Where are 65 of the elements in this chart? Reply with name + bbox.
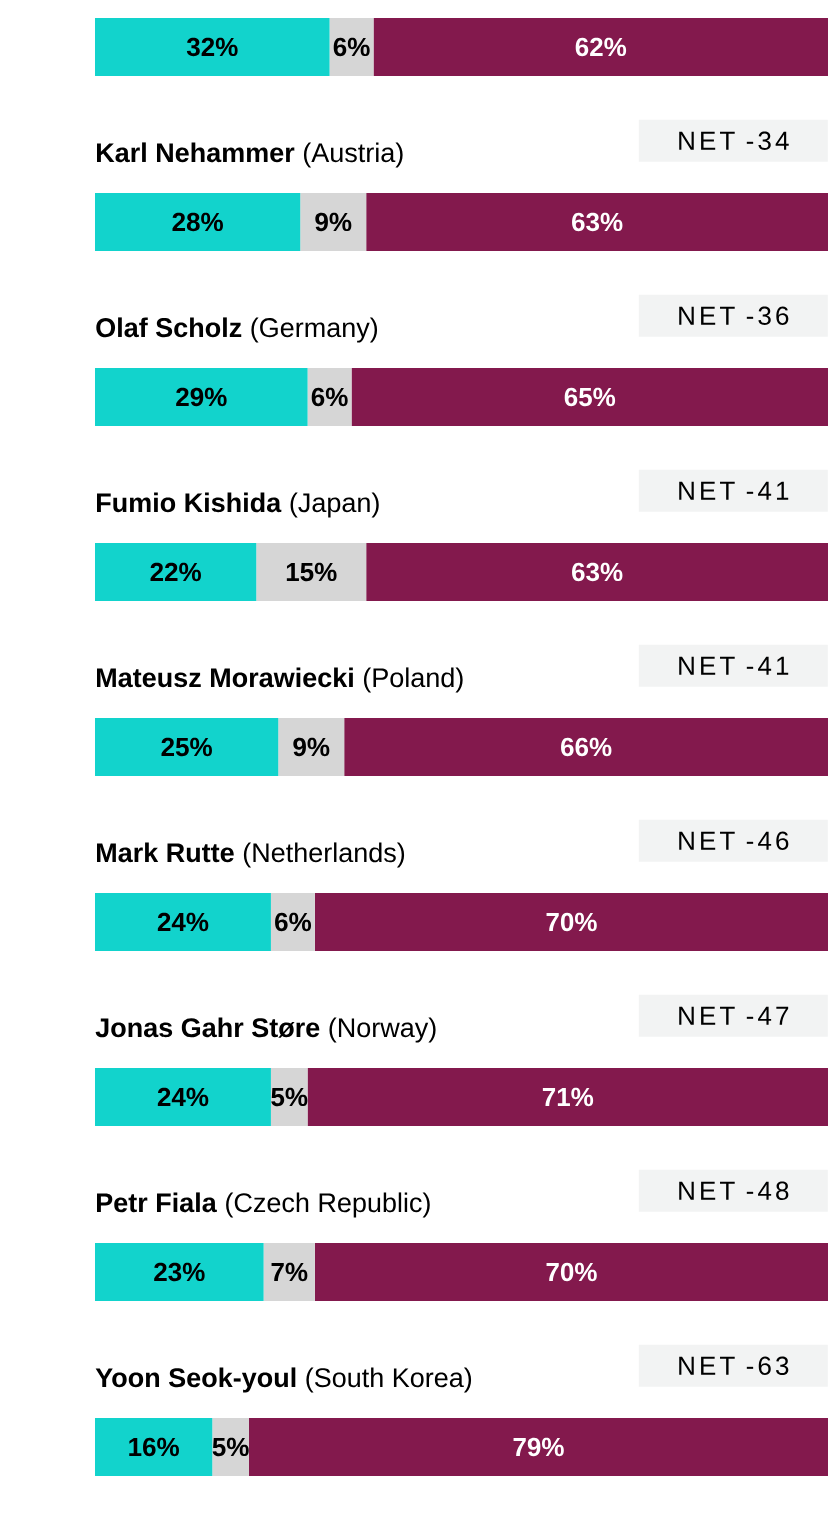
data-label: 70% — [546, 912, 597, 932]
data-label: 16% — [129, 1437, 179, 1457]
bar — [95, 367, 308, 426]
bar — [95, 718, 279, 776]
annotation: NET -34 — [679, 131, 789, 150]
y-tick-label: Petr Fiala (Czech Republic) — [97, 1192, 430, 1218]
data-label: 24% — [157, 1087, 209, 1107]
data-label: 24% — [157, 912, 209, 932]
bar — [300, 192, 367, 251]
annotation: NET -41 — [679, 656, 789, 675]
data-label: 25% — [161, 737, 212, 757]
bar — [344, 718, 828, 776]
bar — [263, 1243, 315, 1301]
bar — [95, 893, 271, 951]
bar — [95, 192, 301, 251]
data-label: 22% — [150, 562, 201, 582]
data-label: 9% — [315, 212, 352, 232]
bar — [95, 542, 257, 601]
bar — [248, 1418, 828, 1476]
annotation: NET -36 — [679, 306, 789, 325]
bar — [95, 17, 330, 76]
data-label: 6% — [333, 37, 370, 57]
y-tick-label: Mateusz Morawiecki (Poland) — [97, 667, 463, 693]
y-tick-label: Olaf Scholz (Germany) — [96, 317, 378, 343]
y-tick-label: Jonas Gahr Støre (Norway) — [95, 1017, 436, 1043]
data-label: 6% — [275, 912, 312, 932]
data-label: 63% — [572, 212, 623, 232]
data-label: 79% — [513, 1437, 564, 1457]
annotation: NET -48 — [679, 1181, 789, 1200]
bar — [373, 17, 828, 76]
y-tick-label: Yoon Seok-youl (South Korea) — [95, 1367, 472, 1393]
data-label: 15% — [286, 562, 337, 582]
y-tick-label: Fumio Kishida (Japan) — [97, 492, 379, 518]
bar — [307, 1068, 828, 1126]
bar — [95, 1068, 271, 1126]
data-label: 7% — [271, 1262, 308, 1282]
data-label: 71% — [542, 1087, 594, 1107]
bar — [256, 542, 367, 601]
data-label: 5% — [212, 1437, 249, 1457]
bar — [278, 718, 345, 776]
bar — [314, 893, 828, 951]
bar — [366, 542, 828, 601]
annotation: NET -41 — [679, 481, 789, 500]
data-label: 66% — [561, 737, 612, 757]
data-label: 23% — [154, 1262, 205, 1282]
bar — [95, 1243, 264, 1301]
data-label: 5% — [271, 1087, 308, 1107]
data-label: 28% — [172, 212, 223, 232]
annotation: NET -63 — [679, 1356, 789, 1375]
data-label: 70% — [546, 1262, 597, 1282]
annotation: NET -46 — [679, 831, 789, 850]
bar — [314, 1243, 828, 1301]
bar — [95, 1418, 213, 1476]
bar — [366, 192, 828, 251]
data-label: 29% — [176, 387, 227, 407]
data-label: 65% — [564, 387, 616, 407]
data-label: 6% — [311, 387, 348, 407]
y-tick-label: Mark Rutte (Netherlands) — [97, 842, 405, 868]
data-label: 9% — [293, 737, 330, 757]
data-label: 62% — [575, 37, 627, 57]
data-label: 32% — [186, 37, 238, 57]
data-label: 63% — [572, 562, 623, 582]
annotation: NET -47 — [679, 1006, 789, 1025]
y-tick-label: Karl Nehammer (Austria) — [97, 142, 403, 168]
bar — [351, 367, 828, 426]
